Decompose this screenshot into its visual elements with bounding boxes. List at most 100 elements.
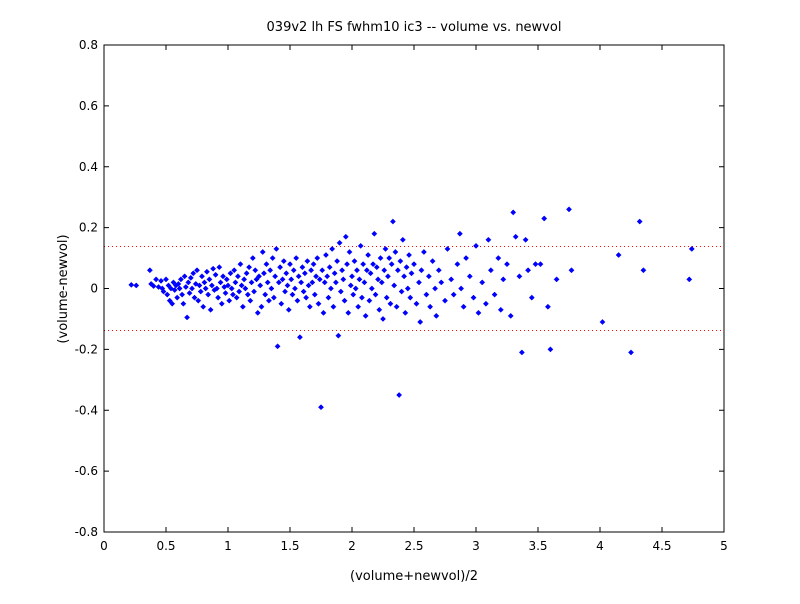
data-point [345, 309, 352, 316]
data-point [213, 285, 220, 292]
data-point [398, 288, 405, 295]
data-point [487, 267, 494, 274]
data-point [285, 306, 292, 313]
plot-area [104, 45, 724, 532]
data-point [264, 279, 271, 286]
data-point [175, 280, 182, 287]
data-point [354, 267, 360, 274]
data-point [187, 274, 194, 281]
data-point [190, 270, 197, 277]
data-point [396, 392, 403, 398]
data-point [370, 261, 377, 268]
chart-title: 039v2 lh FS fwhm10 ic3 -- volume vs. new… [267, 20, 562, 35]
data-point [314, 255, 321, 262]
data-point [262, 291, 269, 298]
data-point [470, 294, 477, 301]
data-point [495, 255, 502, 262]
data-point [304, 258, 311, 265]
data-point [442, 297, 448, 304]
data-point [342, 233, 349, 240]
data-point [182, 284, 189, 290]
data-point [366, 297, 373, 304]
data-point [341, 297, 348, 304]
data-point [311, 291, 318, 298]
data-point [349, 273, 355, 280]
data-point [223, 276, 230, 283]
data-points [128, 206, 695, 411]
data-point [232, 279, 239, 286]
data-point [279, 276, 286, 283]
data-point [164, 291, 171, 298]
data-point [544, 303, 551, 310]
data-point [599, 319, 606, 325]
data-point [252, 267, 259, 274]
data-point [334, 258, 341, 265]
data-point [185, 279, 192, 286]
data-point [420, 249, 427, 255]
data-point [355, 303, 362, 310]
data-point [308, 267, 315, 274]
data-point [381, 267, 388, 274]
data-point [417, 319, 424, 325]
x-tick-label: 4 [596, 539, 604, 553]
x-tick-label: 1 [224, 539, 232, 553]
data-point [234, 273, 241, 280]
data-point [206, 276, 213, 283]
data-point [401, 273, 408, 280]
data-point [391, 282, 398, 289]
data-point [516, 273, 523, 280]
data-point [242, 285, 249, 292]
data-point [367, 270, 374, 277]
data-point [273, 245, 280, 252]
data-point [504, 261, 510, 268]
data-point [376, 306, 383, 313]
data-point [274, 343, 281, 350]
y-tick-label: -0.8 [75, 525, 98, 539]
data-point [278, 300, 285, 307]
data-point [491, 291, 498, 298]
data-point [177, 276, 184, 283]
data-point [203, 268, 210, 275]
data-point [358, 294, 365, 301]
data-point [332, 279, 339, 286]
data-point [402, 309, 409, 316]
data-point [318, 404, 324, 411]
data-point [361, 279, 368, 286]
data-point [335, 332, 342, 339]
data-point [566, 206, 572, 213]
data-point [153, 276, 160, 283]
data-point [259, 249, 266, 255]
data-point [350, 291, 357, 298]
data-point [408, 270, 415, 277]
data-point [233, 294, 240, 301]
data-point [313, 273, 319, 280]
data-point [174, 294, 181, 301]
data-point [482, 300, 489, 307]
data-point [256, 273, 262, 280]
data-point [525, 267, 532, 274]
data-point [251, 288, 257, 295]
data-point [640, 267, 647, 274]
data-point [210, 265, 217, 272]
data-point [411, 261, 417, 268]
data-point [448, 276, 455, 283]
data-point [277, 264, 284, 271]
data-point [399, 236, 406, 243]
data-point [404, 285, 411, 292]
data-point [207, 306, 214, 313]
data-point [568, 267, 575, 274]
data-point [301, 270, 308, 277]
data-point [389, 218, 396, 225]
data-point [205, 291, 212, 298]
data-point [351, 258, 358, 265]
data-point [357, 242, 364, 249]
data-point [282, 288, 288, 295]
data-point [226, 297, 233, 304]
data-point [231, 267, 238, 274]
data-point [380, 315, 386, 322]
data-point [217, 279, 224, 286]
data-point [393, 303, 400, 310]
data-point [324, 273, 331, 280]
data-point [528, 294, 535, 301]
data-point [522, 236, 529, 243]
